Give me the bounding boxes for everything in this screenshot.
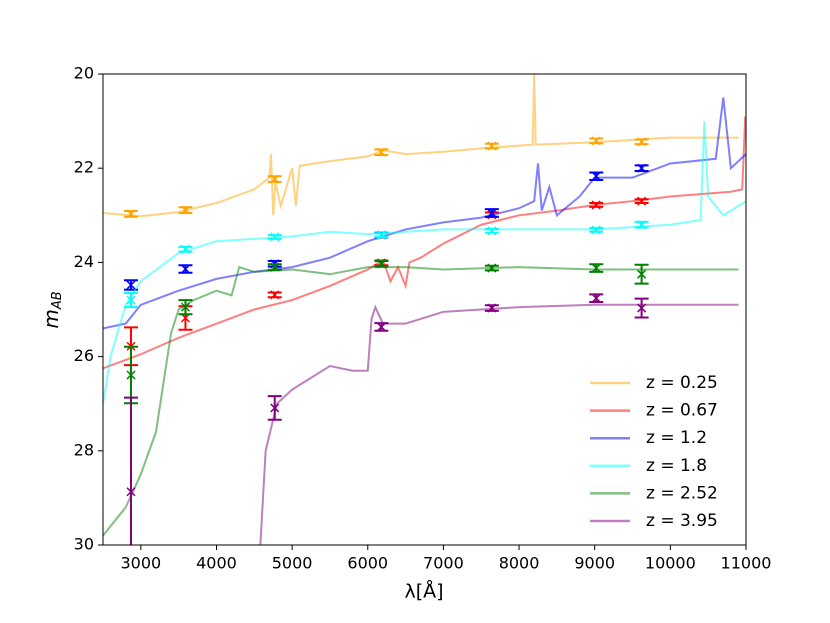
photometry-marker [376, 147, 386, 157]
spectrum-line [103, 74, 739, 218]
photometry-marker [637, 220, 647, 230]
x-tick-label: 9000 [574, 554, 615, 573]
legend: z = 0.25 z = 0.67 z = 1.2 z = 1.8 z = 2.52 z … [590, 373, 718, 531]
photometry-marker [591, 200, 601, 210]
photometry-marker [376, 230, 386, 240]
photometry-marker [637, 269, 647, 279]
photometry-marker [180, 205, 190, 215]
legend-label: z = 0.25 [646, 373, 718, 393]
photometry-marker [487, 303, 497, 313]
photometry-marker [487, 226, 497, 236]
x-axis-label: λ[Å] [404, 580, 443, 603]
photometry-marker [270, 262, 280, 272]
y-tick-label: 30 [74, 535, 94, 554]
x-tick-label: 3000 [120, 554, 161, 573]
photometry-marker [376, 259, 386, 269]
photometry-marker [126, 370, 136, 380]
spectrum-line [103, 116, 746, 370]
x-tick-label: 5000 [272, 554, 313, 573]
photometry-marker [126, 209, 136, 219]
x-tick-label: 11000 [721, 554, 772, 573]
photometry-marker [591, 171, 601, 181]
y-axis-label: mAB [39, 291, 65, 328]
y-tick-label: 28 [74, 440, 94, 459]
photometry-marker [487, 263, 497, 273]
photometry-marker [180, 264, 190, 274]
photometry-marker [487, 141, 497, 151]
photometry-marker [270, 290, 280, 300]
plot-area [103, 74, 746, 545]
legend-label: z = 1.2 [646, 428, 707, 448]
photometry-marker [591, 263, 601, 273]
y-tick-label: 22 [74, 158, 94, 177]
photometry-marker [376, 322, 386, 332]
y-label-sub: AB [50, 291, 65, 310]
legend-label: z = 2.52 [646, 483, 718, 503]
y-tick-label: 20 [74, 64, 94, 83]
spectrum-line [103, 97, 746, 330]
axes-frame [102, 73, 747, 546]
x-tick-label: 6000 [347, 554, 388, 573]
legend-label: z = 3.95 [646, 511, 718, 531]
photometry-marker [637, 196, 647, 206]
photometry-marker [180, 302, 190, 312]
photometry-marker [126, 295, 136, 305]
photometry-marker [180, 313, 190, 323]
photometry-marker [270, 403, 280, 413]
photometry-marker [126, 487, 136, 497]
y-tick-label: 24 [74, 252, 94, 271]
x-tick-label: 4000 [196, 554, 237, 573]
spectrum-line [259, 303, 739, 545]
photometry-marker [591, 136, 601, 146]
photometry-marker [637, 163, 647, 173]
photometry-marker [591, 293, 601, 303]
x-tick-label: 7000 [423, 554, 464, 573]
photometry-marker [270, 232, 280, 242]
y-tick-label: 26 [74, 346, 94, 365]
photometry-marker [591, 225, 601, 235]
photometry-marker [126, 280, 136, 290]
legend-label: z = 1.8 [646, 456, 707, 476]
photometry-marker [270, 174, 280, 184]
legend-label: z = 0.67 [646, 401, 718, 421]
x-tick-label: 10000 [645, 554, 696, 573]
photometry-marker [637, 303, 647, 313]
photometry-marker [487, 208, 497, 218]
photometry-marker [180, 244, 190, 254]
x-tick-label: 8000 [499, 554, 540, 573]
photometry-marker [637, 137, 647, 147]
spectrum-line [103, 265, 739, 537]
y-label-base: m [39, 309, 63, 328]
